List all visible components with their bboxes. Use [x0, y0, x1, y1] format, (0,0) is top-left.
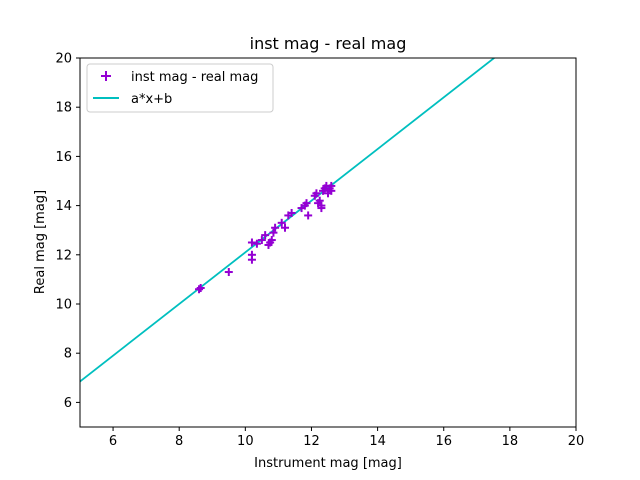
scatter-point — [317, 204, 326, 213]
scatter-point — [247, 238, 256, 247]
scatter-point — [195, 285, 204, 294]
scatter-point — [304, 211, 313, 220]
x-tick-label: 14 — [369, 434, 386, 449]
x-tick-label: 18 — [502, 434, 519, 449]
y-tick-label: 6 — [64, 396, 72, 411]
y-tick-label: 14 — [55, 199, 72, 214]
scatter-point — [252, 239, 261, 248]
scatter-point — [327, 186, 336, 195]
legend-label-scatter: inst mag - real mag — [131, 70, 258, 85]
scatter-point — [257, 236, 266, 245]
x-tick-label: 20 — [568, 434, 585, 449]
scatter-point — [269, 228, 278, 237]
legend-marker-scatter — [101, 71, 111, 81]
scatter-point — [271, 223, 280, 232]
y-tick-label: 16 — [55, 150, 72, 165]
scatter-point — [247, 250, 256, 259]
x-axis-ticks: 6 8 10 12 14 16 18 20 — [109, 427, 584, 449]
x-tick-label: 12 — [303, 434, 320, 449]
plot-frame — [79, 57, 577, 428]
scatter-point — [196, 284, 205, 293]
y-tick-label: 8 — [64, 347, 72, 362]
scatter-point — [315, 196, 324, 205]
scatter-point — [287, 208, 296, 217]
x-axis-label: Instrument mag [mag] — [254, 456, 402, 471]
x-tick-label: 10 — [237, 434, 254, 449]
scatter-point — [281, 223, 290, 232]
x-tick-label: 8 — [175, 434, 183, 449]
legend-box — [86, 63, 274, 113]
scatter-point — [267, 236, 276, 245]
y-axis-ticks: 6 8 10 12 14 16 18 20 — [55, 52, 80, 411]
x-tick-label: 16 — [435, 434, 452, 449]
y-tick-label: 10 — [55, 298, 72, 313]
scatter-point — [224, 268, 233, 277]
scatter-point — [302, 199, 311, 208]
scatter-point — [312, 189, 321, 198]
y-tick-label: 18 — [55, 101, 72, 116]
legend: inst mag - real mag a*x+b — [86, 63, 274, 113]
plot-area — [80, 58, 576, 427]
chart-title: inst mag - real mag — [250, 34, 407, 53]
y-tick-label: 20 — [55, 52, 72, 67]
x-tick-label: 6 — [109, 434, 117, 449]
scatter-points — [195, 181, 336, 294]
y-tick-label: 12 — [55, 248, 72, 263]
y-axis-label: Real mag [mag] — [33, 190, 48, 294]
scatter-point — [277, 218, 286, 227]
scatter-point — [261, 231, 270, 240]
legend-label-fit-line: a*x+b — [131, 92, 172, 107]
